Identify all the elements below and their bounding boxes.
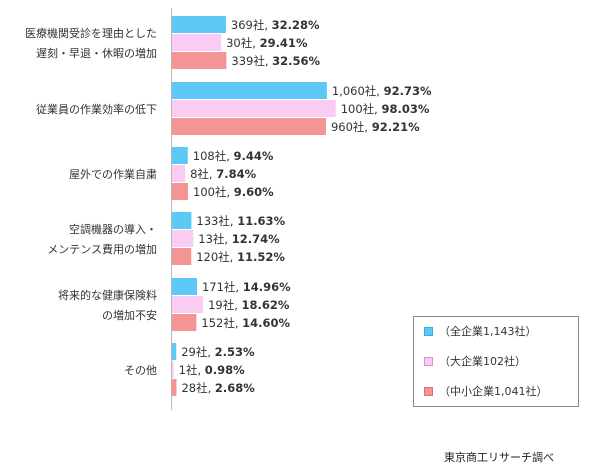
bar-sme-5 — [172, 379, 177, 396]
data-label-large-1: 100社, 98.03% — [341, 102, 430, 116]
legend-item-all: （全企業1,143社） — [424, 324, 537, 338]
legend-swatch-sme — [424, 386, 433, 396]
legend-label-all: （全企業1,143社） — [439, 325, 537, 338]
category-label-0-0: 医療機関受診を理由とした — [25, 26, 157, 40]
bar-large-3 — [172, 230, 194, 247]
data-label-large-3: 13社, 12.74% — [198, 232, 280, 246]
category-label-5-0: その他 — [124, 364, 157, 377]
data-label-sme-4: 152社, 14.60% — [201, 316, 290, 330]
category-label-4-1: の増加不安 — [102, 308, 157, 322]
data-label-all-1: 1,060社, 92.73% — [332, 84, 432, 98]
data-label-all-3: 133社, 11.63% — [196, 214, 285, 228]
bar-all-1 — [172, 82, 327, 99]
bar-large-1 — [172, 100, 336, 117]
legend-swatch-large — [424, 356, 433, 366]
category-label-3-0: 空調機器の導入・ — [69, 222, 157, 236]
bar-all-2 — [172, 147, 188, 164]
data-label-all-0: 369社, 32.28% — [231, 18, 320, 32]
bar-all-3 — [172, 212, 192, 229]
data-label-sme-5: 28社, 2.68% — [181, 381, 255, 395]
data-label-sme-3: 120社, 11.52% — [196, 250, 285, 264]
bar-sme-4 — [172, 314, 197, 331]
data-label-sme-2: 100社, 9.60% — [193, 185, 274, 199]
bar-large-5 — [172, 361, 174, 378]
source-note: 東京商工リサーチ調べ — [444, 451, 554, 464]
category-label-0-1: 遅刻・早退・休暇の増加 — [36, 46, 157, 60]
data-label-sme-0: 339社, 32.56% — [231, 54, 320, 68]
legend-swatch-all — [424, 326, 433, 336]
bar-large-0 — [172, 34, 222, 51]
category-label-3-1: メンテンス費用の増加 — [47, 242, 157, 256]
data-label-all-2: 108社, 9.44% — [193, 149, 274, 163]
bar-all-5 — [172, 343, 177, 360]
legend-item-sme: （中小企業1,041社） — [424, 384, 548, 398]
data-label-large-4: 19社, 18.62% — [208, 298, 290, 312]
category-label-4-0: 将来的な健康保険料 — [58, 288, 157, 302]
bar-sme-2 — [172, 183, 189, 200]
legend: （全企業1,143社） （大企業102社） （中小企業1,041社） — [413, 316, 579, 407]
data-label-large-2: 8社, 7.84% — [190, 167, 257, 181]
bar-all-4 — [172, 278, 197, 295]
bar-sme-0 — [172, 52, 227, 69]
legend-label-large: （大企業102社） — [439, 355, 526, 368]
data-label-all-5: 29社, 2.53% — [181, 345, 255, 359]
bar-large-4 — [172, 296, 204, 313]
legend-item-large: （大企業102社） — [424, 354, 526, 368]
data-label-large-0: 30社, 29.41% — [226, 36, 308, 50]
data-label-large-5: 1社, 0.98% — [179, 363, 246, 377]
bar-all-0 — [172, 16, 226, 33]
bar-sme-3 — [172, 248, 192, 265]
data-label-sme-1: 960社, 92.21% — [331, 120, 420, 134]
bar-large-2 — [172, 165, 186, 182]
category-label-1-0: 従業員の作業効率の低下 — [36, 102, 157, 116]
legend-label-sme: （中小企業1,041社） — [439, 385, 548, 398]
bar-sme-1 — [172, 118, 326, 135]
data-label-all-4: 171社, 14.96% — [202, 280, 291, 294]
category-label-2-0: 屋外での作業自粛 — [69, 168, 157, 181]
